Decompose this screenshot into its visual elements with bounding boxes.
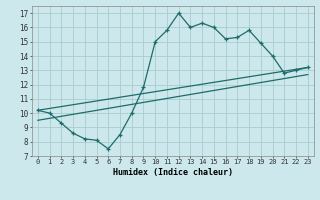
X-axis label: Humidex (Indice chaleur): Humidex (Indice chaleur)	[113, 168, 233, 177]
